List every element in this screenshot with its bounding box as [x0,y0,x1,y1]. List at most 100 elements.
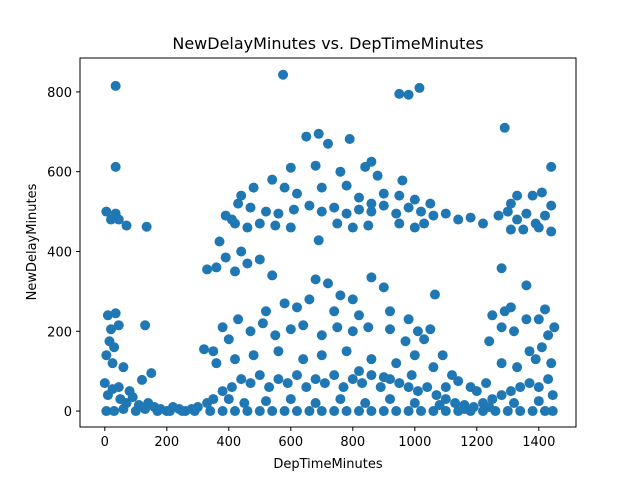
data-point [270,330,281,341]
data-point [416,206,426,217]
data-point [236,190,247,201]
data-point [335,166,346,177]
data-point [329,306,340,317]
data-point [127,392,138,403]
data-point [285,394,296,405]
data-point [335,290,346,301]
data-point [378,200,389,211]
data-point [254,218,265,229]
data-point [242,222,253,233]
data-point [409,194,420,205]
data-point [414,82,425,93]
data-point [425,324,436,335]
data-point [509,326,519,337]
data-point [440,208,451,219]
data-point [285,222,296,233]
data-point [110,308,121,319]
data-point [412,386,423,397]
data-point [233,198,244,209]
data-point [199,344,209,355]
data-point [282,378,293,389]
data-point [478,218,488,229]
data-point [530,354,541,365]
data-point [130,406,141,417]
data-point [109,406,120,417]
data-point [499,122,510,133]
data-point [536,187,547,198]
data-point [285,162,296,173]
x-tick-label: 1400 [522,435,555,450]
data-point [316,182,327,193]
data-point [341,346,352,357]
data-point [242,406,253,417]
data-point [310,374,321,385]
data-point [502,206,513,217]
x-axis-label: DepTimeMinutes [273,457,382,472]
data-point [217,406,228,417]
data-point [363,220,374,231]
x-tick-label: 800 [340,435,365,450]
data-points [99,69,560,417]
data-point [208,346,219,357]
data-point [101,406,112,417]
data-point [230,266,240,277]
x-tick-label: 200 [154,435,179,450]
data-point [521,314,532,325]
data-point [354,204,364,215]
data-point [233,314,244,325]
data-point [230,406,240,417]
data-point [487,310,498,321]
data-point [267,270,278,281]
data-point [385,324,395,335]
data-point [453,376,464,387]
data-point [279,182,290,193]
x-tick-label: 0 [101,435,109,450]
data-point [400,336,411,347]
data-point [102,310,113,321]
data-point [512,190,523,201]
data-point [323,138,333,149]
data-point [409,398,420,409]
data-point [140,320,151,331]
data-point [261,206,271,217]
data-point [385,374,395,385]
data-point [394,190,405,201]
data-point [118,404,129,415]
data-point [440,394,451,405]
data-point [110,161,121,172]
data-point [512,362,523,373]
data-point [378,406,389,417]
data-point [385,306,395,317]
data-point [189,406,200,417]
data-point [236,246,247,257]
y-tick-label: 800 [47,86,72,101]
data-point [261,396,271,407]
data-point [205,406,216,417]
data-point [515,382,526,393]
data-point [363,322,374,333]
data-point [437,350,448,361]
data-point [366,370,377,381]
data-point [505,386,516,397]
data-point [298,354,309,365]
data-point [496,390,507,401]
data-point [304,294,315,305]
data-point [164,406,175,417]
data-point [335,394,346,405]
data-point [217,386,228,397]
data-point [208,394,219,405]
data-point [543,374,554,385]
data-point [273,208,284,219]
data-point [512,214,523,225]
data-point [223,394,234,405]
data-point [450,398,461,409]
y-tick-label: 400 [47,245,72,260]
data-point [385,394,395,405]
data-point [329,202,340,213]
data-point [245,326,256,337]
data-point [378,188,389,199]
data-point [453,214,464,225]
data-point [428,362,439,373]
data-point [357,378,368,389]
data-point [521,280,532,291]
